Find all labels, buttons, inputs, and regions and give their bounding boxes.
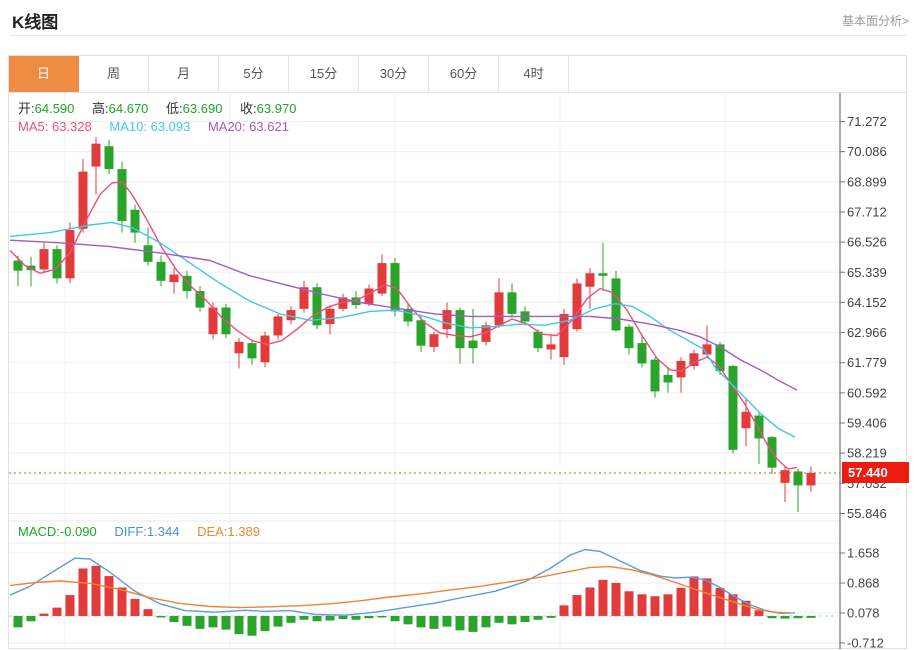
y-axis-label: 65.339 [847, 265, 887, 280]
y-axis-label: 61.779 [847, 355, 887, 370]
y-axis-label: 1.658 [847, 546, 880, 561]
y-axis-label: 66.526 [847, 235, 887, 250]
y-axis-label: 68.899 [847, 174, 887, 189]
ma10-line [9, 221, 796, 438]
ma10-value: 63.093 [150, 119, 191, 134]
period-tab-bar: 日 周 月 5分 15分 30分 60分 4时 [9, 56, 906, 93]
diff-value: 1.344 [146, 524, 180, 539]
open-label: 开: [18, 101, 35, 116]
y-axis-label: 58.219 [847, 446, 887, 461]
tab-month[interactable]: 月 [149, 56, 219, 92]
tab-15min[interactable]: 15分 [289, 56, 359, 92]
ma-readout: MA5: 63.328 MA10: 63.093 MA20: 63.621 [18, 119, 289, 134]
candles-group [13, 137, 816, 513]
fundamental-analysis-link[interactable]: 基本面分析> [841, 14, 909, 28]
ma5-label: MA5: [18, 119, 49, 134]
dea-line [9, 565, 791, 614]
y-axis-label: 59.406 [847, 416, 887, 431]
tab-30min[interactable]: 30分 [359, 56, 429, 92]
ma10-label: MA10: [109, 119, 147, 134]
macd-value: -0.090 [59, 524, 97, 539]
close-label: 收: [240, 101, 257, 116]
close-value: 63.970 [256, 101, 297, 116]
tab-4hour[interactable]: 4时 [499, 56, 569, 92]
ma20-label: MA20: [207, 119, 246, 134]
y-axis-label: -0.712 [847, 635, 884, 649]
page-title: K线图 [12, 13, 59, 32]
ma5-line [9, 181, 798, 470]
y-axis-label: 0.078 [847, 606, 880, 621]
chart-widget: 日 周 月 5分 15分 30分 60分 4时 71.272 70.086 68.8… [8, 55, 909, 649]
y-axis-label: 62.966 [847, 325, 887, 340]
y-axis-label: 64.152 [847, 295, 887, 310]
title-separator [10, 35, 907, 36]
current-price-badge: 57.440 [842, 462, 909, 484]
tab-day[interactable]: 日 [9, 56, 79, 92]
diff-line [9, 548, 796, 616]
ohlc-readout: 开:64.590 高:64.670 低:63.690 收:63.970 [18, 98, 296, 117]
macd-histogram [13, 565, 816, 636]
dea-value: 1.389 [227, 524, 260, 539]
tab-60min[interactable]: 60分 [429, 56, 499, 92]
macd-label: MACD: [18, 524, 60, 539]
y-axis-label: 71.272 [847, 114, 887, 129]
ma20-line [9, 239, 798, 391]
open-value: 64.590 [34, 101, 75, 116]
y-axis-label: 0.868 [847, 576, 880, 591]
y-axis-label: 60.592 [847, 385, 887, 400]
dea-label: DEA: [197, 524, 228, 539]
ma20-value: 63.621 [249, 119, 289, 134]
tab-5min[interactable]: 5分 [219, 56, 289, 92]
ma5-value: 63.328 [51, 119, 92, 134]
y-axis-label: 67.712 [847, 204, 887, 219]
candlestick-chart-canvas[interactable]: 71.272 70.086 68.899 67.712 66.526 65.339 64.1… [9, 93, 906, 649]
macd-readout: MACD:-0.090 DIFF:1.344 DEA:1.389 [18, 524, 260, 539]
high-value: 64.670 [108, 101, 149, 116]
y-axis-label: 70.086 [847, 144, 887, 159]
y-axis-label: 55.846 [847, 506, 887, 521]
high-label: 高: [92, 101, 109, 116]
tab-week[interactable]: 周 [79, 56, 149, 92]
low-label: 低: [166, 101, 183, 116]
diff-label: DIFF: [114, 524, 147, 539]
low-value: 63.690 [182, 101, 223, 116]
